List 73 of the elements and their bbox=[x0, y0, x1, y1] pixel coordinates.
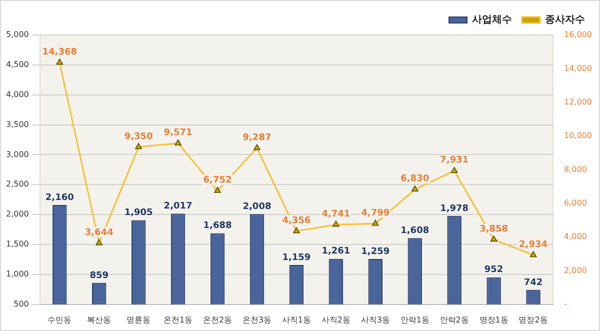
data-label: 3,644 bbox=[84, 228, 114, 238]
y2-tick-label: 16,000 bbox=[564, 30, 592, 40]
point bbox=[372, 220, 379, 226]
data-label: 9,287 bbox=[242, 132, 272, 143]
y-tick-label: 1,500 bbox=[6, 240, 29, 249]
legend-label: 종사자수 bbox=[545, 14, 585, 26]
point bbox=[174, 139, 182, 146]
y-tick-label: 2,500 bbox=[6, 180, 29, 189]
y2-tick-label: 2,000 bbox=[564, 266, 587, 275]
data-label: 859 bbox=[90, 270, 109, 281]
y2-tick-label: - bbox=[564, 299, 568, 308]
data-label: 7,931 bbox=[440, 156, 469, 166]
point bbox=[411, 186, 418, 192]
x-tick-label: 명장2동 bbox=[518, 315, 548, 324]
data-label: 4,741 bbox=[322, 209, 350, 220]
point bbox=[530, 251, 537, 258]
y2-tick-label: 14,000 bbox=[564, 64, 592, 73]
data-label: 6,830 bbox=[400, 174, 430, 184]
y2-tick-label: 12,000 bbox=[564, 97, 592, 106]
y-tick-label: 5,000 bbox=[6, 30, 29, 40]
data-label: 1,688 bbox=[203, 221, 232, 232]
x-tick-label: 안락2동 bbox=[440, 315, 469, 324]
data-label: 6,752 bbox=[203, 176, 232, 186]
data-label: 1,905 bbox=[124, 208, 153, 218]
point bbox=[56, 58, 64, 65]
y-tick-label: 2,000 bbox=[6, 210, 29, 219]
data-label: 3,858 bbox=[480, 224, 508, 234]
point bbox=[96, 239, 103, 246]
data-label: 1,159 bbox=[282, 252, 311, 263]
x-tick-label: 사직2동 bbox=[321, 315, 350, 324]
data-label: 14,368 bbox=[42, 47, 78, 58]
y2-tick-label: 10,000 bbox=[564, 131, 592, 140]
x-tick-label: 명장1동 bbox=[479, 315, 508, 324]
x-tick-label: 온천3동 bbox=[242, 315, 272, 324]
x-tick-label: 명륜동 bbox=[126, 315, 151, 324]
data-label: 952 bbox=[484, 265, 504, 276]
x-tick-label: 사직3동 bbox=[360, 315, 390, 324]
data-label: 1,261 bbox=[322, 246, 350, 257]
y-tick-label: 4,500 bbox=[6, 60, 29, 70]
x-tick-label: 복산동 bbox=[87, 315, 112, 324]
legend-label: 사업체수 bbox=[472, 14, 512, 26]
y-tick-label: 3,000 bbox=[6, 150, 29, 159]
data-label: 2,160 bbox=[45, 192, 74, 203]
data-label: 1,259 bbox=[361, 246, 390, 257]
x-tick-label: 수민동 bbox=[48, 315, 72, 324]
y2-tick-label: 4,000 bbox=[564, 232, 587, 242]
data-label: 742 bbox=[524, 278, 543, 288]
y2-tick-label: 8,000 bbox=[564, 164, 587, 174]
data-label: 4,799 bbox=[361, 208, 390, 218]
x-tick-label: 안락1동 bbox=[400, 315, 430, 324]
point bbox=[332, 220, 340, 227]
data-label: 1,978 bbox=[440, 204, 469, 214]
data-label: 4,356 bbox=[282, 216, 311, 226]
y-tick-label: 1,000 bbox=[6, 270, 29, 279]
point bbox=[214, 186, 221, 193]
data-label: 9,350 bbox=[124, 132, 153, 142]
point bbox=[254, 144, 260, 150]
data-label: 9,571 bbox=[164, 128, 192, 138]
x-tick-label: 사직1동 bbox=[282, 315, 311, 324]
y-tick-label: 3,500 bbox=[6, 120, 29, 129]
point bbox=[490, 236, 498, 242]
x-tick-label: 온천1동 bbox=[164, 315, 193, 324]
data-label: 1,608 bbox=[400, 226, 430, 236]
y-tick-label: 500 bbox=[14, 299, 29, 308]
y2-tick-label: 6,000 bbox=[564, 198, 587, 208]
y-tick-label: 4,000 bbox=[6, 90, 29, 99]
data-label: 2,934 bbox=[519, 240, 548, 250]
x-tick-label: 온천2동 bbox=[202, 315, 232, 324]
data-label: 2,017 bbox=[164, 201, 192, 212]
data-label: 2,008 bbox=[242, 202, 272, 212]
point bbox=[293, 227, 300, 234]
point bbox=[135, 143, 142, 150]
point bbox=[450, 166, 458, 174]
